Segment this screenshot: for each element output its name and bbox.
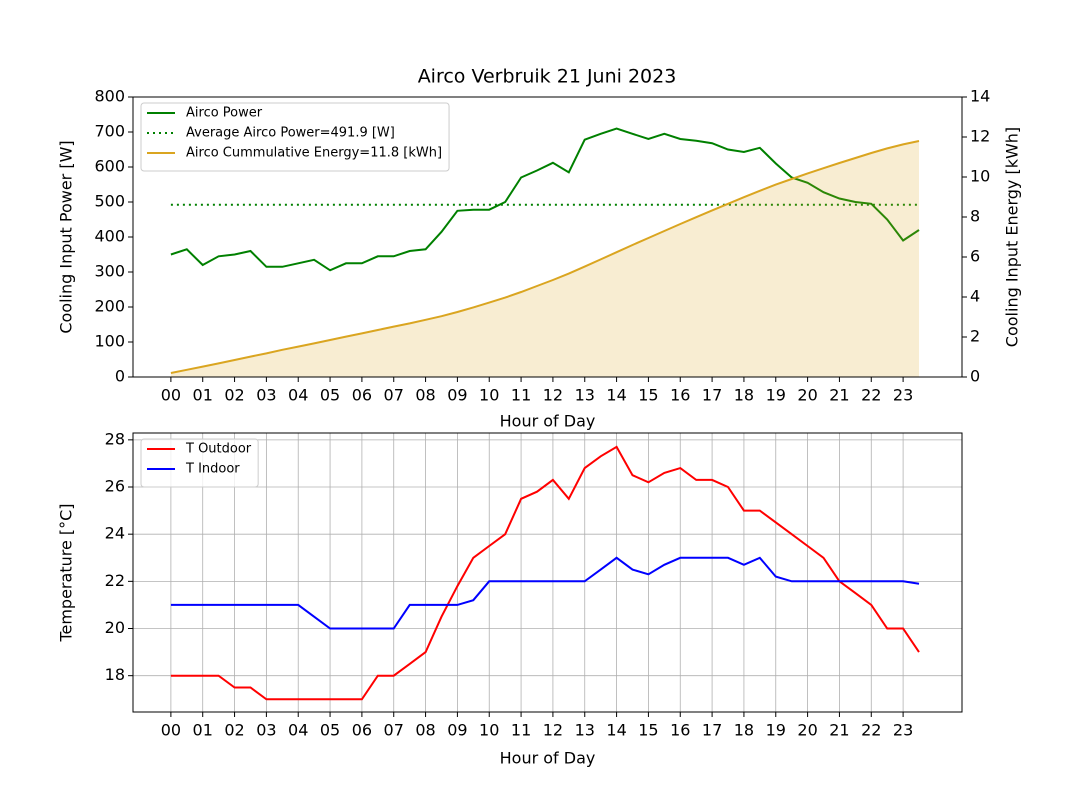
y2-tick-label: 0 [970,367,980,386]
y-tick-label: 0 [115,367,125,386]
x-tick-label: 23 [893,721,913,740]
x-tick-label: 18 [734,721,754,740]
x-tick-label: 00 [161,386,181,405]
x-tick-label: 16 [670,721,690,740]
x-tick-label: 20 [797,721,817,740]
legend-label: Airco Power [186,106,263,121]
x-tick-label: 16 [670,386,690,405]
x-tick-label: 07 [384,386,404,405]
y2-tick-label: 8 [970,207,980,226]
x-tick-label: 04 [288,386,308,405]
x-tick-label: 13 [575,386,595,405]
x-tick-label: 22 [861,721,881,740]
x-tick-label: 06 [352,721,372,740]
y-tick-label: 24 [105,524,125,543]
x-tick-label: 09 [447,721,467,740]
x-tick-label: 02 [224,386,244,405]
x-tick-label: 20 [797,386,817,405]
x-tick-label: 02 [224,721,244,740]
y-tick-label: 800 [94,87,125,106]
y2-axis-label: Cooling Input Energy [kWh] [1003,127,1022,347]
area [170,141,920,377]
x-tick-label: 09 [447,386,467,405]
y2-tick-label: 2 [970,327,980,346]
y2-tick-label: 12 [970,127,990,146]
y-tick-label: 100 [94,332,125,351]
y-tick-label: 700 [94,122,125,141]
x-tick-label: 05 [320,721,340,740]
x-tick-label: 12 [543,386,563,405]
y-axis-label: Temperature [°C] [57,503,76,642]
y2-tick-label: 10 [970,167,990,186]
y2-tick-label: 6 [970,247,980,266]
line [170,445,920,701]
y-tick-label: 18 [105,665,125,684]
legend-box [140,102,450,172]
x-tick-label: 10 [479,386,499,405]
line [170,140,920,374]
x-tick-label: 08 [415,386,435,405]
legend: Airco Power Average Airco Power=491.9 [W]… [140,102,450,172]
x-tick-label: 01 [193,721,213,740]
legend-label: T Outdoor [185,442,252,457]
x-tick-label: 19 [766,721,786,740]
legend-label: Airco Cummulative Energy=11.8 [kWh] [186,146,442,161]
y-tick-label: 200 [94,297,125,316]
legend: T Outdoor T Indoor [140,438,259,488]
y-tick-label: 26 [105,477,125,496]
y-tick-label: 400 [94,227,125,246]
x-tick-label: 11 [511,721,531,740]
x-tick-label: 19 [766,386,786,405]
x-tick-label: 08 [415,721,435,740]
x-axis-label: Hour of Day [500,412,596,431]
x-tick-label: 03 [256,721,276,740]
x-tick-label: 10 [479,721,499,740]
x-tick-label: 18 [734,386,754,405]
x-tick-label: 03 [256,386,276,405]
x-tick-label: 14 [606,386,626,405]
x-tick-label: 06 [352,386,372,405]
x-tick-label: 11 [511,386,531,405]
x-tick-label: 12 [543,721,563,740]
x-tick-label: 01 [193,386,213,405]
y-tick-label: 28 [105,429,125,448]
x-tick-label: 07 [384,721,404,740]
y-tick-label: 22 [105,571,125,590]
legend-label: Average Airco Power=491.9 [W] [186,126,395,141]
x-tick-label: 21 [829,386,849,405]
y2-tick-label: 14 [970,87,990,106]
legend-box [140,438,259,488]
y-axis-label: Cooling Input Power [W] [57,140,76,333]
x-tick-label: 00 [161,721,181,740]
axes-frame [132,432,963,713]
x-tick-label: 17 [702,386,722,405]
line [170,556,920,630]
x-tick-label: 21 [829,721,849,740]
x-axis-label: Hour of Day [500,749,596,768]
x-tick-label: 22 [861,386,881,405]
x-tick-label: 04 [288,721,308,740]
axes-frame [132,96,963,378]
y-tick-label: 300 [94,262,125,281]
y-tick-label: 500 [94,192,125,211]
x-tick-label: 05 [320,386,340,405]
chart-title: Airco Verbruik 21 Juni 2023 [418,66,677,88]
x-tick-label: 23 [893,386,913,405]
legend-label: T Indoor [185,462,240,477]
x-tick-label: 17 [702,721,722,740]
x-tick-label: 15 [638,721,658,740]
y2-tick-label: 4 [970,287,980,306]
x-tick-label: 15 [638,386,658,405]
x-tick-label: 13 [575,721,595,740]
y-tick-label: 600 [94,157,125,176]
y-tick-label: 20 [105,618,125,637]
x-tick-label: 14 [606,721,626,740]
